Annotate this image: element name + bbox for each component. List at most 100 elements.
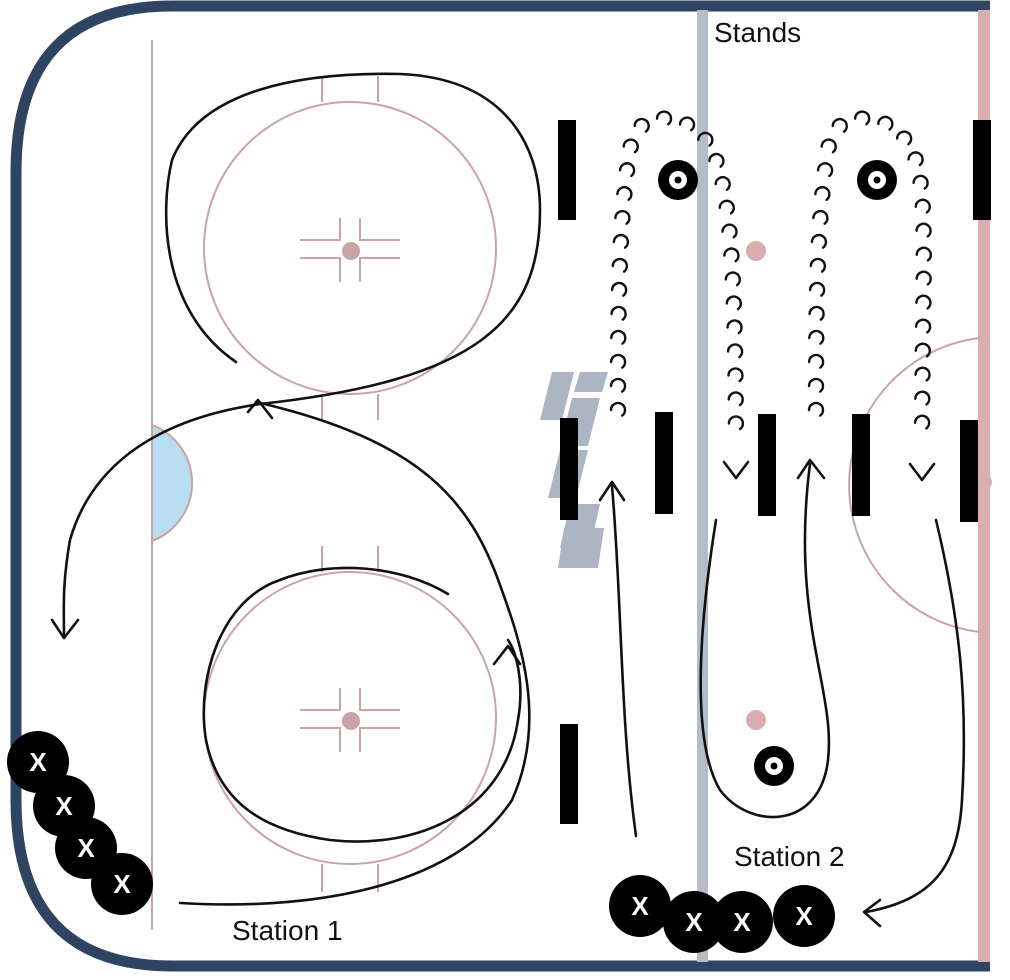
pylon-6 xyxy=(852,414,870,516)
stickhandling-loop xyxy=(726,343,744,359)
logo xyxy=(540,372,608,568)
pylon-3 xyxy=(560,418,578,520)
stickhandling-loop xyxy=(618,162,636,178)
stickhandling-loop xyxy=(853,110,871,126)
player-marker: X xyxy=(609,875,671,937)
station-2-players: X X X X xyxy=(609,875,835,953)
stickhandling-loop xyxy=(614,209,631,225)
neutral-dot-top xyxy=(746,241,766,261)
stickhandling-loop xyxy=(727,391,744,407)
faceoff-circle-top xyxy=(203,76,497,420)
stickhandling-loop xyxy=(610,329,627,345)
stickhandling-loop xyxy=(807,353,825,369)
station-2-paths xyxy=(598,458,966,928)
pylon-7 xyxy=(960,420,978,522)
stickhandling-loop xyxy=(914,342,931,358)
stickhandling-loop xyxy=(808,329,825,345)
pylon-4 xyxy=(655,412,673,514)
station-1-path xyxy=(50,72,542,906)
stickhandling-loop xyxy=(913,414,931,430)
puck-1 xyxy=(658,160,698,200)
station-1-label: Station 1 xyxy=(232,915,343,946)
stickhandling-loop xyxy=(914,366,931,382)
player-marker: X xyxy=(711,891,773,953)
stickhandling-loop xyxy=(915,246,932,262)
station-2-label: Station 2 xyxy=(734,841,845,872)
stickhandling-loop xyxy=(809,257,827,273)
stickhandling-loop xyxy=(610,305,627,321)
rink-boards xyxy=(10,0,990,972)
faceoff-dot-bottom xyxy=(342,712,360,730)
stickhandling-loop xyxy=(914,198,931,214)
stickhandling-loop xyxy=(810,233,828,249)
svg-text:X: X xyxy=(631,891,649,921)
center-ice-dot xyxy=(976,474,992,490)
stickhandling-loop xyxy=(812,209,829,225)
stickhandling-loop xyxy=(622,138,639,154)
stickhandling-loop xyxy=(907,151,924,167)
svg-text:X: X xyxy=(77,833,95,863)
puck-3 xyxy=(754,746,794,786)
stickhandling-loop xyxy=(915,222,932,238)
svg-text:X: X xyxy=(113,869,131,899)
stickhandling-loop xyxy=(612,233,630,249)
stickhandling-loop xyxy=(721,223,738,239)
svg-text:X: X xyxy=(733,907,751,937)
stickhandling-loop xyxy=(723,247,740,263)
pylon-2 xyxy=(973,120,991,220)
neutral-dot-bottom xyxy=(746,710,766,730)
stickhandling-loop xyxy=(610,281,628,297)
stands-label: Stands xyxy=(714,17,801,48)
pylon-8 xyxy=(560,724,578,824)
stickhandling-loop xyxy=(807,401,825,417)
stickhandling-loop xyxy=(609,401,627,417)
stickhandling-loop xyxy=(727,367,744,383)
stickhandling-loop xyxy=(724,271,741,287)
svg-text:X: X xyxy=(795,901,813,931)
stickhandling-loop xyxy=(877,115,894,131)
goal-crease xyxy=(151,423,194,543)
stickhandling-loop xyxy=(678,116,696,132)
stickhandling-loop xyxy=(914,318,932,334)
stickhandling-loop xyxy=(820,138,837,154)
stickhandling-loop xyxy=(718,199,735,215)
stickhandling-loop xyxy=(611,257,629,273)
stickhandling-loop xyxy=(727,415,745,431)
pylon-1 xyxy=(558,120,576,220)
stickhandling-loop xyxy=(714,175,731,191)
stickhandling-loop xyxy=(895,130,913,146)
stickhandling-loop xyxy=(609,353,627,369)
svg-text:X: X xyxy=(55,791,73,821)
puck-2 xyxy=(857,160,897,200)
stickhandling-loop xyxy=(655,110,673,126)
center-ice-circle xyxy=(848,337,981,633)
stickhandling-loop xyxy=(725,295,742,311)
stickhandling-loop xyxy=(912,174,929,190)
stickhandling-path-right xyxy=(908,462,936,482)
station-1-players: X X X X xyxy=(7,731,153,915)
stickhandling-loop xyxy=(915,294,932,310)
pylons xyxy=(558,120,991,824)
player-marker: X xyxy=(91,853,153,915)
stickhandling-loop xyxy=(616,185,633,201)
stickhandling-loop xyxy=(816,162,834,178)
svg-text:X: X xyxy=(29,747,47,777)
stickhandling-loop xyxy=(808,281,826,297)
svg-text:X: X xyxy=(685,907,703,937)
pylon-5 xyxy=(758,414,776,516)
stickhandling-loop xyxy=(831,117,848,133)
faceoff-dot-top xyxy=(342,242,360,260)
player-marker: X xyxy=(663,891,725,953)
stickhandling-loops xyxy=(609,110,932,431)
stickhandling-loop xyxy=(915,270,932,286)
stickhandling-loop xyxy=(708,152,725,168)
stickhandling-loop xyxy=(609,377,627,393)
stickhandling-loop xyxy=(697,131,714,147)
stickhandling-loop xyxy=(807,377,825,393)
stickhandling-loop xyxy=(633,117,650,133)
blue-line xyxy=(697,10,708,962)
stickhandling-loop xyxy=(808,305,825,321)
stickhandling-path-left xyxy=(722,460,750,480)
stickhandling-loop xyxy=(814,185,831,201)
